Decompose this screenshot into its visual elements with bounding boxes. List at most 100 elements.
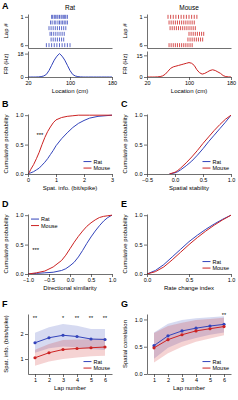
plot-area: [28, 115, 112, 174]
spike: [65, 21, 66, 25]
spike: [52, 15, 53, 19]
panel-label: B: [2, 99, 9, 109]
spike: [193, 32, 194, 36]
axis-line: [148, 48, 232, 49]
tick-label: 0.5: [135, 344, 143, 350]
tick-label: 0: [20, 74, 23, 80]
tick-label: 18: [17, 51, 23, 57]
y-axis-title: Lap #: [3, 23, 9, 39]
axis-line: [28, 15, 29, 49]
tick: 1.0: [135, 317, 147, 323]
tick: 1.0: [16, 112, 28, 118]
spike: [203, 32, 204, 36]
spike: [67, 43, 68, 47]
tick-label: 5: [209, 377, 212, 383]
spike: [201, 32, 202, 36]
axis-line: [147, 315, 148, 375]
tick-mark: [25, 245, 28, 246]
tick-label: 3: [111, 177, 114, 183]
spike: [181, 21, 182, 25]
spike: [192, 43, 193, 47]
spike: [189, 32, 190, 36]
tick-label: 1: [20, 14, 23, 20]
tick-label: −0.5: [142, 177, 153, 183]
legend-swatch: [31, 225, 39, 226]
significance: **: [89, 315, 94, 321]
spike: [60, 32, 61, 36]
point: [75, 335, 78, 338]
tick: 0.5: [186, 274, 194, 283]
tick: 0.0: [16, 171, 28, 177]
spike: [62, 32, 63, 36]
tick-label: 100: [185, 80, 194, 86]
error-band: [154, 318, 224, 363]
tick-label: 1.0: [16, 212, 24, 218]
tick: 1: [34, 374, 37, 383]
tick: 3: [181, 374, 184, 383]
x-axis: 0.00.51.0: [144, 274, 236, 283]
spike: [67, 21, 68, 25]
spike: [59, 43, 60, 47]
x-axis-title: Lap number: [173, 385, 205, 391]
spike: [175, 15, 176, 19]
legend-swatch: [202, 161, 210, 162]
legend-label: Rat: [93, 359, 102, 365]
spike: [168, 15, 169, 19]
spike: [170, 15, 171, 19]
spike: [192, 38, 193, 42]
axis-line: [29, 374, 113, 375]
spike: [183, 21, 184, 25]
panel-label: E: [121, 199, 127, 209]
axis-line: [147, 215, 148, 275]
tick: 2: [83, 174, 86, 183]
spike: [173, 15, 174, 19]
spike: [55, 38, 56, 42]
legend-item: Rat: [83, 359, 102, 365]
point: [180, 329, 183, 332]
tick: 20: [144, 77, 150, 86]
tick-label: 1.0: [135, 112, 143, 118]
tick-mark: [144, 17, 147, 18]
spike: [51, 15, 52, 19]
legend: RatMouse: [202, 259, 229, 272]
spike: [51, 32, 52, 36]
tick: 1.0: [228, 174, 236, 183]
tick-label: 2: [167, 377, 170, 383]
x-axis-title: Spatial stability: [169, 185, 209, 191]
spike: [56, 43, 57, 47]
tick-label: 0.0: [16, 171, 24, 177]
tick-mark: [144, 347, 147, 348]
tick: 6: [223, 374, 226, 383]
legend: RatMouse: [83, 159, 110, 172]
spike: [53, 38, 54, 42]
spike: [70, 43, 71, 47]
y-axis-title: Cumulative probability: [122, 214, 128, 273]
tick-label: 6: [223, 377, 226, 383]
tick: 180: [108, 77, 117, 86]
line: [28, 215, 112, 274]
spike: [62, 43, 63, 47]
plot-area: [46, 15, 70, 47]
line: [28, 215, 112, 274]
spike: [171, 21, 172, 25]
panel: 01230.00.51.0Spat. info. (bit/spike)Cumu…: [2, 99, 114, 191]
tick: 0: [20, 74, 28, 80]
tick-mark: [25, 45, 28, 46]
tick: 100: [185, 77, 194, 86]
spike: [64, 15, 65, 19]
plot-area: [169, 115, 231, 174]
axis-line: [28, 315, 29, 375]
figure: 16Lap #RatA20100180018Location (cm)FR (H…: [0, 0, 238, 400]
spike: [196, 38, 197, 42]
tick-label: 1: [20, 356, 23, 362]
tick-label: 0.0: [135, 171, 143, 177]
spike: [174, 26, 175, 30]
tick: 1.0: [16, 212, 28, 218]
tick-label: 3: [62, 377, 65, 383]
tick-mark: [144, 319, 147, 320]
spike: [51, 43, 52, 47]
annotation: ***: [32, 247, 40, 253]
spike: [178, 26, 179, 30]
tick: 1.0: [135, 212, 147, 218]
y-axis: 0.00.51.0: [16, 212, 29, 277]
